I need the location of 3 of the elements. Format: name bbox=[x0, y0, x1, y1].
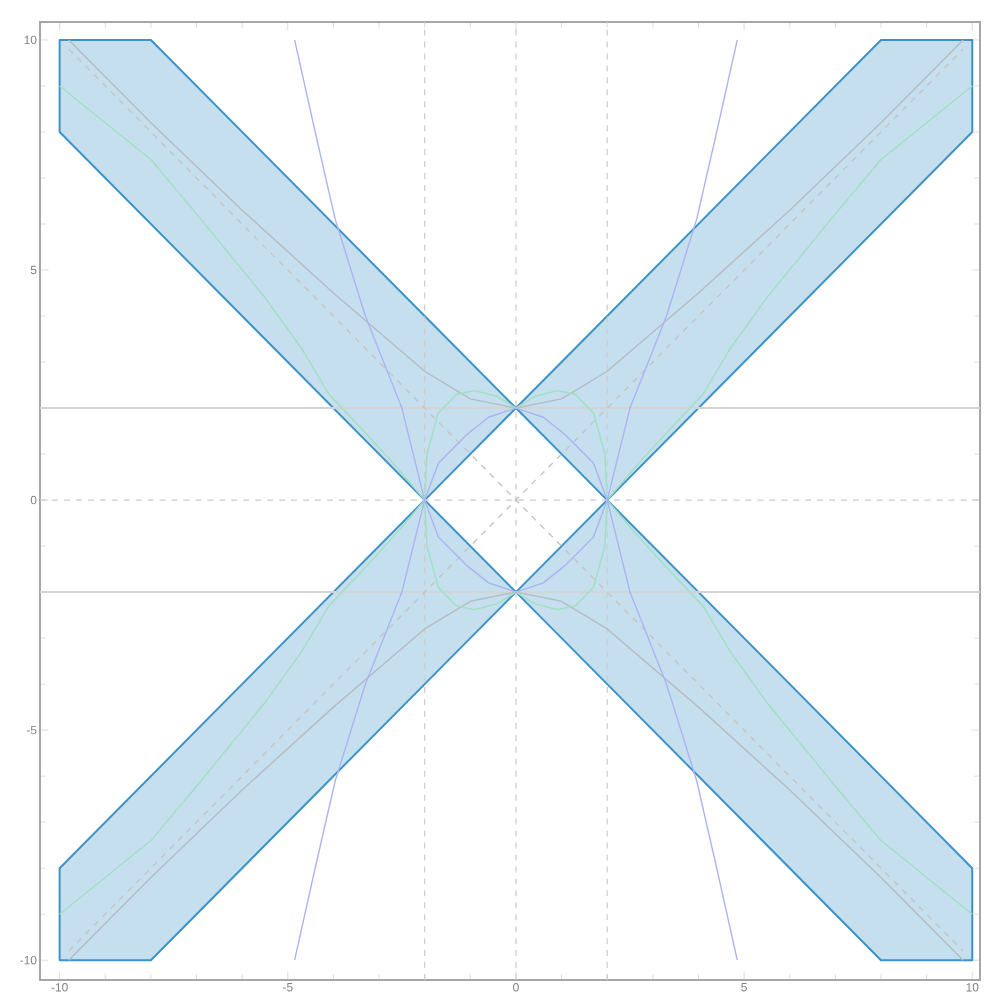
line-series bbox=[68, 591, 964, 961]
line-series bbox=[293, 39, 738, 961]
line-series bbox=[68, 39, 964, 409]
